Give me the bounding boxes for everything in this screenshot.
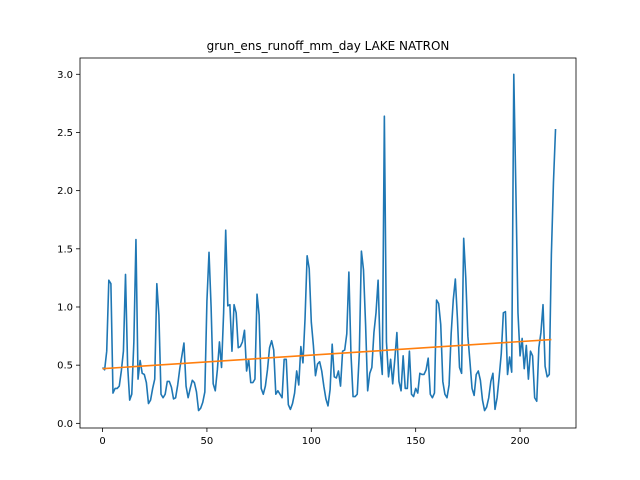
y-tick-label: 0.5 — [57, 361, 73, 372]
y-tick-label: 3.0 — [57, 70, 73, 81]
runoff-series-line — [101, 73, 557, 412]
x-axis: 0 50 100 150 200 — [99, 428, 530, 447]
x-tick-label: 50 — [201, 436, 214, 447]
chart-title: grun_ens_runoff_mm_day LAKE NATRON — [207, 39, 450, 53]
x-tick-label: 100 — [302, 436, 321, 447]
y-tick-label: 0.0 — [57, 419, 73, 430]
x-tick-label: 0 — [99, 436, 105, 447]
trend-line — [102, 338, 552, 370]
y-tick-label: 1.5 — [57, 244, 73, 255]
plot-area — [101, 73, 557, 412]
y-axis: 0.0 0.5 1.0 1.5 2.0 2.5 3.0 — [57, 70, 80, 430]
x-tick-label: 150 — [406, 436, 425, 447]
y-tick-label: 1.0 — [57, 302, 73, 313]
axes-frame — [79, 57, 577, 429]
x-tick-label: 200 — [511, 436, 530, 447]
y-tick-label: 2.0 — [57, 186, 73, 197]
y-tick-label: 2.5 — [57, 128, 73, 139]
